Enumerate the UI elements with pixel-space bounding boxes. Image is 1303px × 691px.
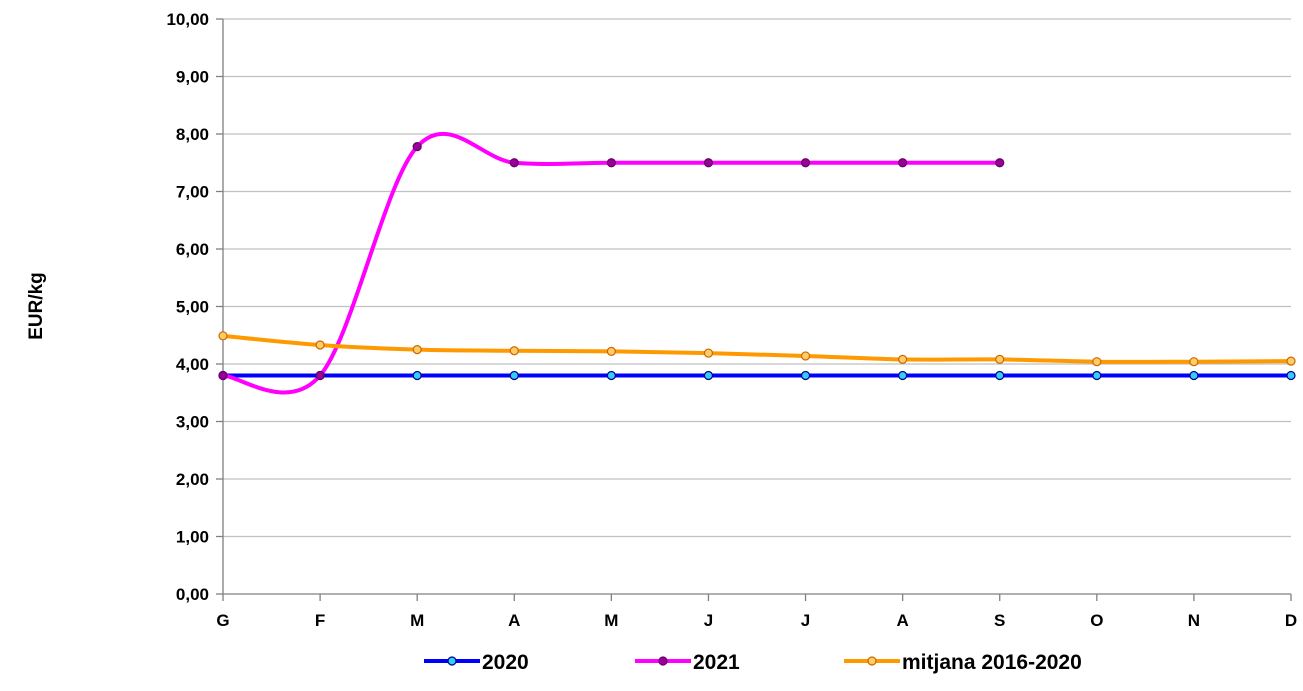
y-tick-label: 1,00: [176, 528, 209, 547]
x-tick-label: J: [704, 611, 713, 630]
y-tick-label: 0,00: [176, 585, 209, 604]
series-point-0: [1286, 370, 1296, 381]
legend: 2020 2021 mitjana 2016-2020: [424, 651, 1082, 674]
legend-label: mitjana 2016-2020: [902, 651, 1082, 674]
legend-label: 2021: [693, 651, 740, 674]
gridlines: [223, 18, 1291, 538]
y-tick-label: 5,00: [176, 298, 209, 317]
series-point-1: [995, 158, 1005, 168]
tick-labels: 0,00 1,00 2,00 3,00 4,00 5,00 6,00 7,00 8,00 9,00…: [166, 10, 1297, 630]
series-point-2: [315, 340, 325, 350]
x-tick-label: O: [1090, 611, 1103, 630]
series-point-1: [703, 158, 714, 168]
series-point-0: [412, 370, 422, 381]
x-tick-label: A: [508, 611, 520, 630]
series-point-2: [509, 346, 519, 356]
series-point-2: [218, 331, 228, 341]
y-tick-label: 3,00: [176, 413, 209, 432]
x-tick-label: S: [994, 611, 1005, 630]
series-point-0: [703, 370, 714, 381]
x-tick-label: M: [604, 611, 618, 630]
series-lines: [221, 131, 1293, 395]
x-tick-label: G: [216, 611, 229, 630]
y-tick-label: 9,00: [176, 68, 209, 87]
legend-label: 2020: [482, 651, 529, 674]
series-point-2: [412, 345, 422, 355]
y-tick-label: 10,00: [166, 10, 209, 29]
series-point-0: [509, 370, 519, 381]
series-point-0: [898, 370, 908, 381]
series-point-2: [703, 348, 714, 358]
series-line-2: [221, 333, 1293, 364]
y-tick-label: 7,00: [176, 183, 209, 202]
legend-swatch-marker: [447, 656, 457, 666]
series-point-0: [800, 370, 811, 381]
series-point-1: [898, 158, 908, 168]
x-tick-label: D: [1285, 611, 1297, 630]
series-point-1: [606, 158, 616, 168]
series-point-1: [800, 158, 811, 168]
series-point-1: [315, 370, 325, 381]
series-point-2: [898, 354, 908, 364]
series-point-2: [1189, 357, 1199, 367]
series-point-2: [995, 354, 1005, 364]
x-tick-label: J: [801, 611, 810, 630]
y-tick-label: 8,00: [176, 125, 209, 144]
series-markers: [218, 142, 1296, 381]
axes: [216, 18, 1292, 601]
series-point-0: [995, 370, 1005, 381]
y-tick-label: 2,00: [176, 470, 209, 489]
x-tick-label: M: [410, 611, 424, 630]
series-point-2: [606, 346, 616, 356]
series-point-1: [412, 142, 422, 152]
series-point-2: [1286, 356, 1296, 366]
y-tick-label: 6,00: [176, 240, 209, 259]
series-point-2: [800, 351, 811, 361]
x-tick-label: A: [896, 611, 908, 630]
series-point-0: [606, 370, 616, 381]
series-point-2: [1092, 357, 1102, 367]
series-point-0: [1189, 370, 1199, 381]
y-tick-label: 4,00: [176, 355, 209, 374]
y-axis-title: EUR/kg: [26, 272, 47, 340]
series-point-0: [1092, 370, 1102, 381]
series-point-1: [218, 370, 228, 381]
x-tick-label: F: [315, 611, 325, 630]
legend-swatch-marker: [867, 656, 877, 666]
series-point-1: [509, 158, 519, 168]
x-tick-label: N: [1188, 611, 1200, 630]
legend-swatch-marker: [658, 656, 668, 666]
